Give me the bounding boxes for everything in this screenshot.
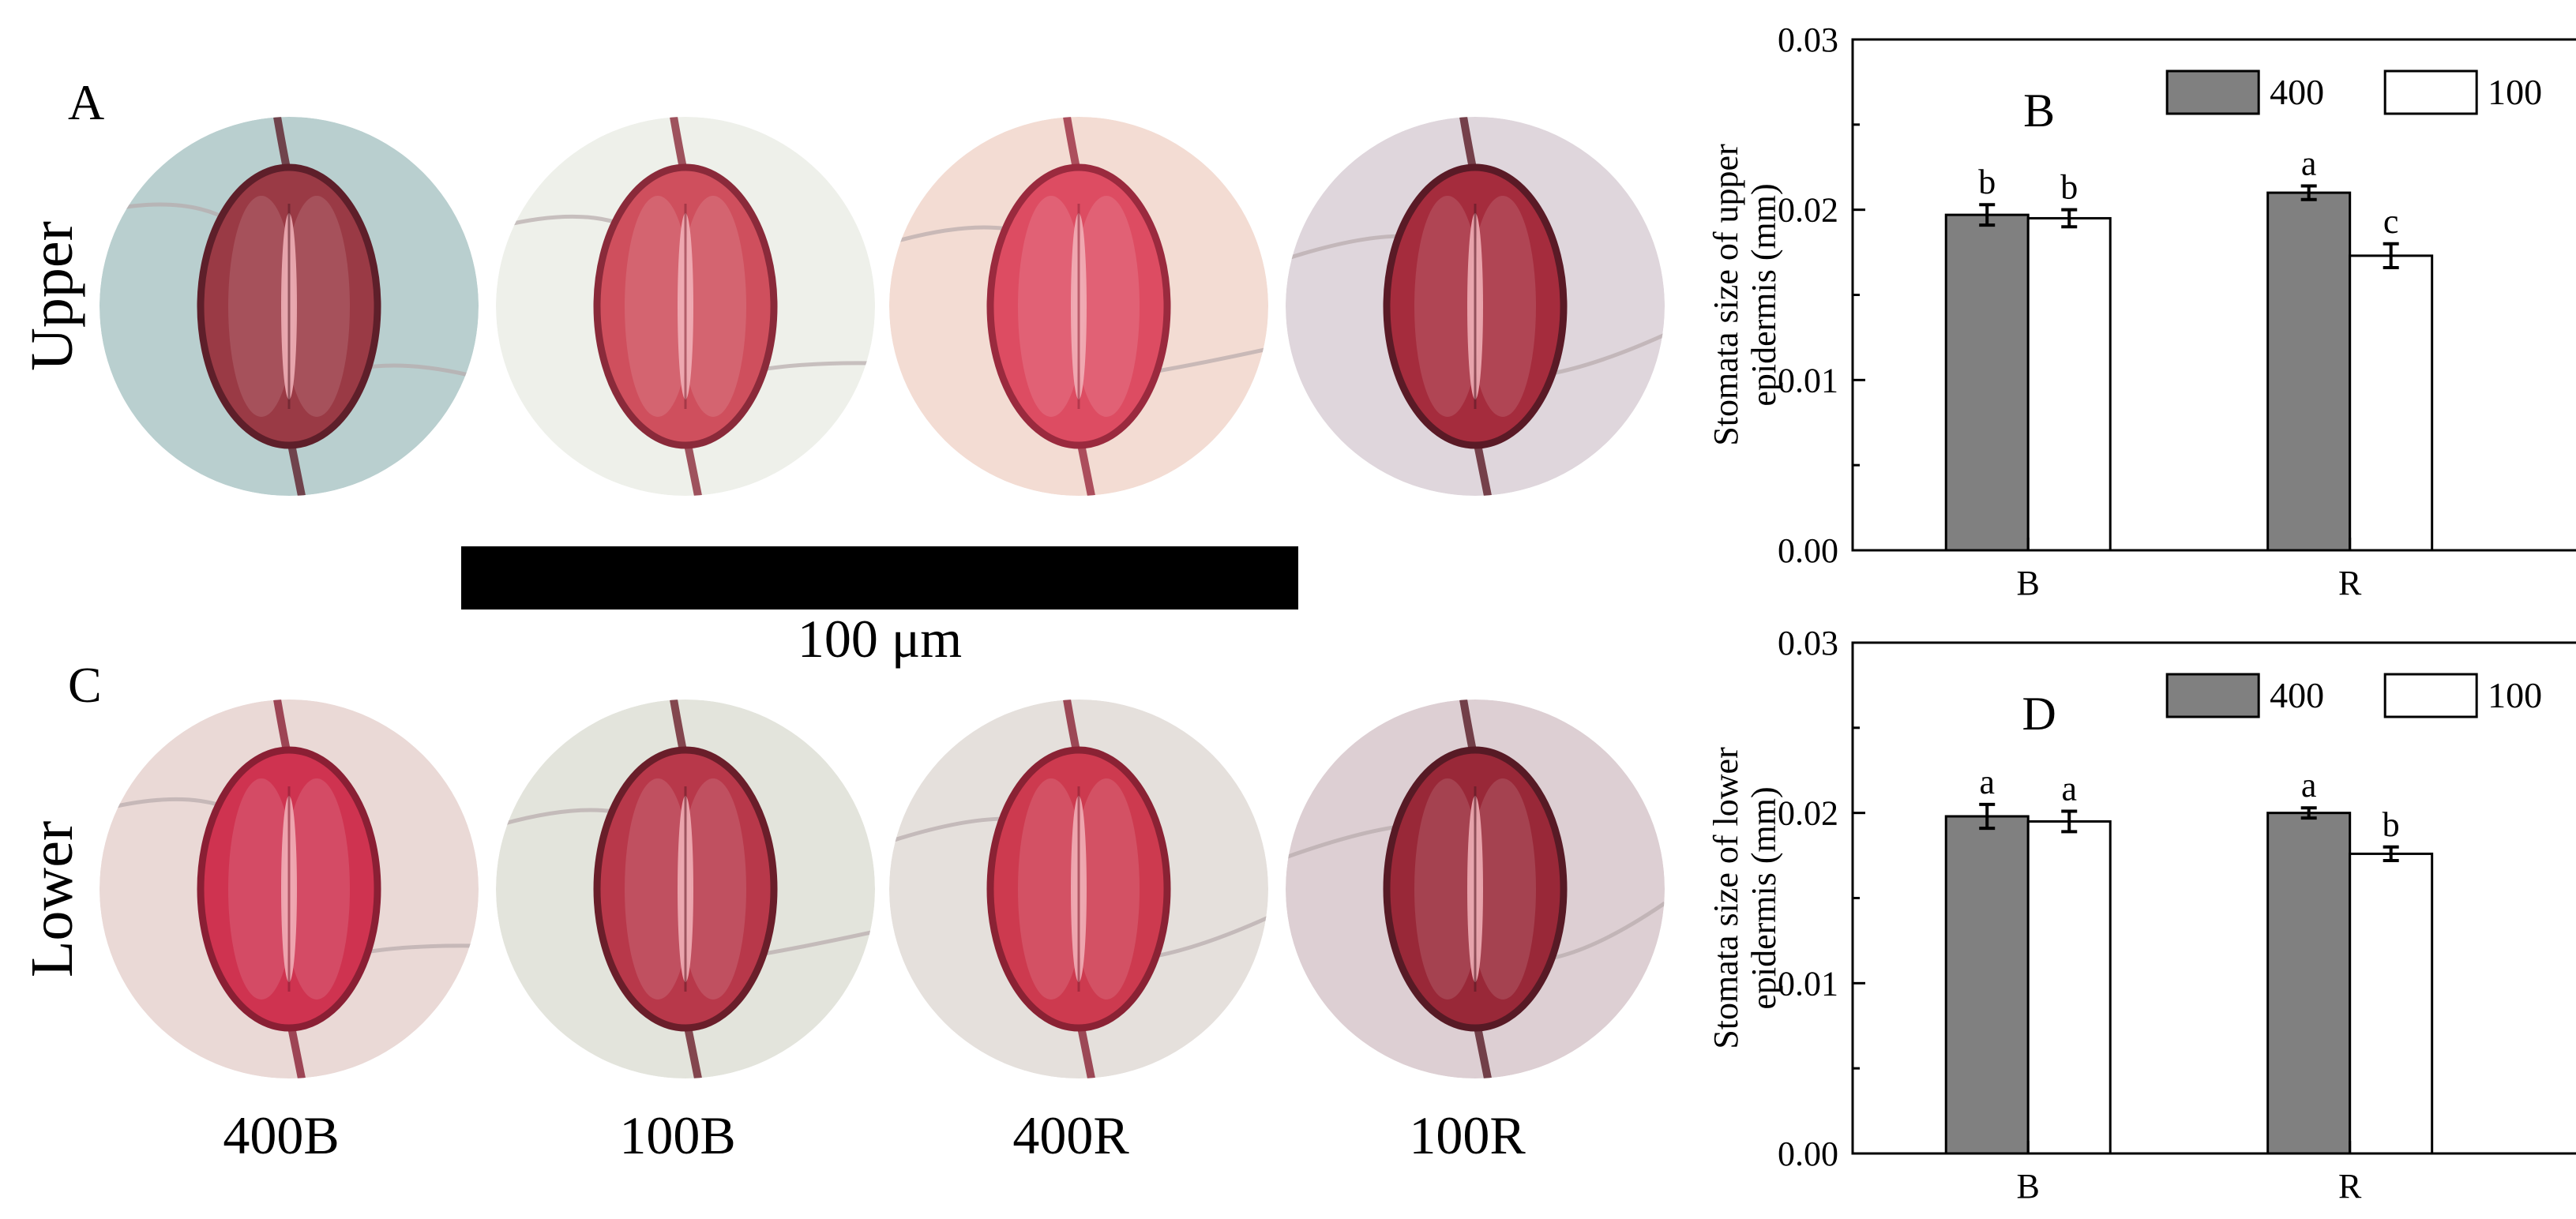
scale-bar	[461, 546, 1298, 610]
chart-d: 0.00 0.01 0.02 0.03 Stomata size of lower epi…	[1627, 603, 2576, 1219]
significance-letter: a	[2061, 770, 2077, 808]
y-tick-label: 0.02	[1778, 794, 1838, 833]
micrograph-svg	[889, 117, 1268, 496]
micrograph-lower-100b	[496, 700, 875, 1078]
legend-swatch-400	[2165, 673, 2260, 718]
bar-100-R	[2349, 852, 2434, 1155]
scale-bar-label: 100 μm	[797, 609, 963, 669]
guard-cell-right	[680, 196, 746, 417]
row-label-lower: Lower	[19, 820, 85, 977]
guard-cell-left	[625, 196, 691, 417]
guard-cell-left	[1414, 196, 1481, 417]
chart-b: 0.00 0.01 0.02 0.03 Stomata size of upper epi…	[1627, 0, 2576, 616]
y-tick-label: 0.03	[1778, 21, 1838, 59]
y-axis-label-line: epidermis (mm)	[1744, 786, 1783, 1009]
guard-cell-left	[1018, 196, 1084, 417]
x-tick-label: B	[2017, 1167, 2040, 1206]
bar-400-R	[2266, 812, 2352, 1155]
significance-letter: a	[2301, 766, 2317, 805]
y-tick-label: 0.00	[1778, 531, 1838, 570]
guard-cell-left	[228, 778, 295, 1000]
bar-400-B	[1944, 213, 2030, 552]
sample-label-100r: 100R	[1409, 1105, 1526, 1165]
legend-label-100: 100	[2488, 675, 2542, 715]
bar-100-B	[2026, 216, 2112, 552]
guard-cell-right	[680, 778, 746, 1000]
y-tick-label: 0.02	[1778, 191, 1838, 230]
legend-swatch-100	[2383, 673, 2478, 718]
sample-label-100b: 100B	[619, 1105, 736, 1165]
sample-label-400r: 400R	[1012, 1105, 1129, 1165]
micrograph-svg	[100, 700, 479, 1078]
bar-100-R	[2349, 254, 2434, 552]
bar-400-B	[1944, 815, 2030, 1155]
guard-cell-left	[1414, 778, 1481, 1000]
micrograph-svg	[496, 700, 875, 1078]
x-tick-label: B	[2017, 564, 2040, 602]
guard-cell-right	[1470, 196, 1536, 417]
micrograph-svg	[1286, 117, 1665, 496]
bar-100-B	[2026, 820, 2112, 1155]
micrograph-lower-100r	[1286, 700, 1665, 1078]
panel-letter-d: D	[2022, 688, 2056, 740]
y-axis-label: Stomata size of lower epidermis (mm)	[1707, 747, 1783, 1049]
panel-letter-a: A	[68, 74, 105, 130]
micrograph-svg	[1286, 700, 1665, 1078]
x-tick-label: R	[2338, 564, 2362, 602]
guard-cell-left	[228, 196, 295, 417]
y-tick-label: 0.01	[1778, 964, 1838, 1003]
micrograph-upper-400r	[889, 117, 1268, 496]
micrograph-upper-100r	[1286, 117, 1665, 496]
significance-letter: b	[1978, 163, 1996, 201]
y-tick-label: 0.01	[1778, 361, 1838, 399]
y-axis-label-line: Stomata size of upper	[1707, 144, 1745, 446]
panel-letter-c: C	[68, 657, 102, 713]
legend-swatch-400	[2165, 69, 2260, 115]
micrograph-svg	[100, 117, 479, 496]
y-tick-label: 0.00	[1778, 1135, 1838, 1173]
guard-cell-right	[1470, 778, 1536, 1000]
guard-cell-right	[284, 778, 350, 1000]
x-tick-label: R	[2338, 1167, 2362, 1206]
micrograph-lower-400b	[100, 700, 479, 1078]
bar-400-R	[2266, 191, 2352, 552]
sample-label-400b: 400B	[223, 1105, 340, 1165]
guard-cell-left	[1018, 778, 1084, 1000]
significance-letter: a	[2301, 144, 2317, 182]
micrograph-svg	[496, 117, 875, 496]
legend-label-400: 400	[2270, 72, 2324, 112]
guard-cell-left	[625, 778, 691, 1000]
row-label-upper: Upper	[19, 221, 85, 371]
legend-label-100: 100	[2488, 72, 2542, 112]
legend-label-400: 400	[2270, 675, 2324, 715]
significance-letter: b	[2060, 168, 2078, 207]
panel-letter-b: B	[2023, 84, 2055, 137]
y-axis-label-line: epidermis (mm)	[1744, 183, 1783, 406]
micrograph-upper-100b	[496, 117, 875, 496]
guard-cell-right	[1073, 778, 1140, 1000]
micrograph-lower-400r	[889, 700, 1268, 1078]
y-axis-label-line: Stomata size of lower	[1707, 747, 1745, 1049]
guard-cell-right	[284, 196, 350, 417]
significance-letter: b	[2383, 805, 2400, 844]
guard-cell-right	[1073, 196, 1140, 417]
micrograph-svg	[889, 700, 1268, 1078]
micrograph-upper-400b	[100, 117, 479, 496]
y-tick-label: 0.03	[1778, 624, 1838, 662]
significance-letter: c	[2383, 202, 2399, 241]
legend-swatch-100	[2383, 69, 2478, 115]
significance-letter: a	[1979, 763, 1995, 801]
y-axis-label: Stomata size of upper epidermis (mm)	[1707, 144, 1783, 446]
